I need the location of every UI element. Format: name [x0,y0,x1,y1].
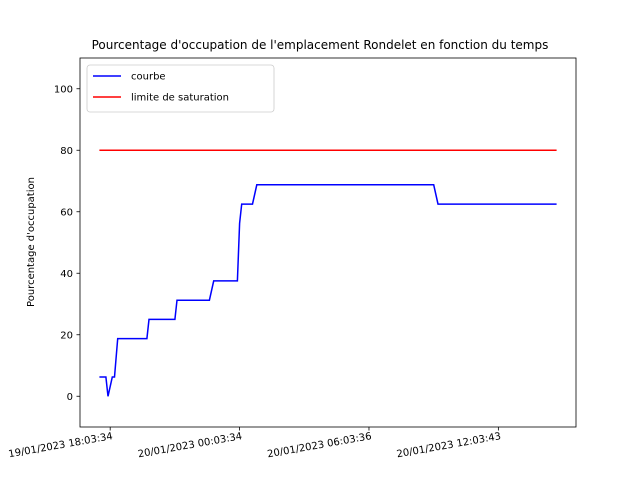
y-tick-label: 40 [60,269,73,280]
y-tick-label: 60 [60,207,73,218]
y-tick-label: 80 [60,146,73,157]
legend: courbe limite de saturation [86,64,275,113]
y-tick-label: 100 [54,84,73,95]
legend-box [86,64,275,113]
chart-title: Pourcentage d'occupation de l'emplacemen… [92,38,549,52]
series-line-0 [99,184,557,397]
plot-area [79,57,577,428]
legend-label-1: limite de saturation [131,93,229,104]
series-layer [99,149,557,397]
y-tick-label: 20 [60,330,73,341]
y-axis-label: Pourcentage d'occupation [26,177,37,307]
y-axis: 0 20 40 60 80 100 [54,84,80,403]
y-tick-label: 0 [67,392,73,403]
legend-label-0: courbe [131,72,166,83]
axes-frame [79,57,577,428]
